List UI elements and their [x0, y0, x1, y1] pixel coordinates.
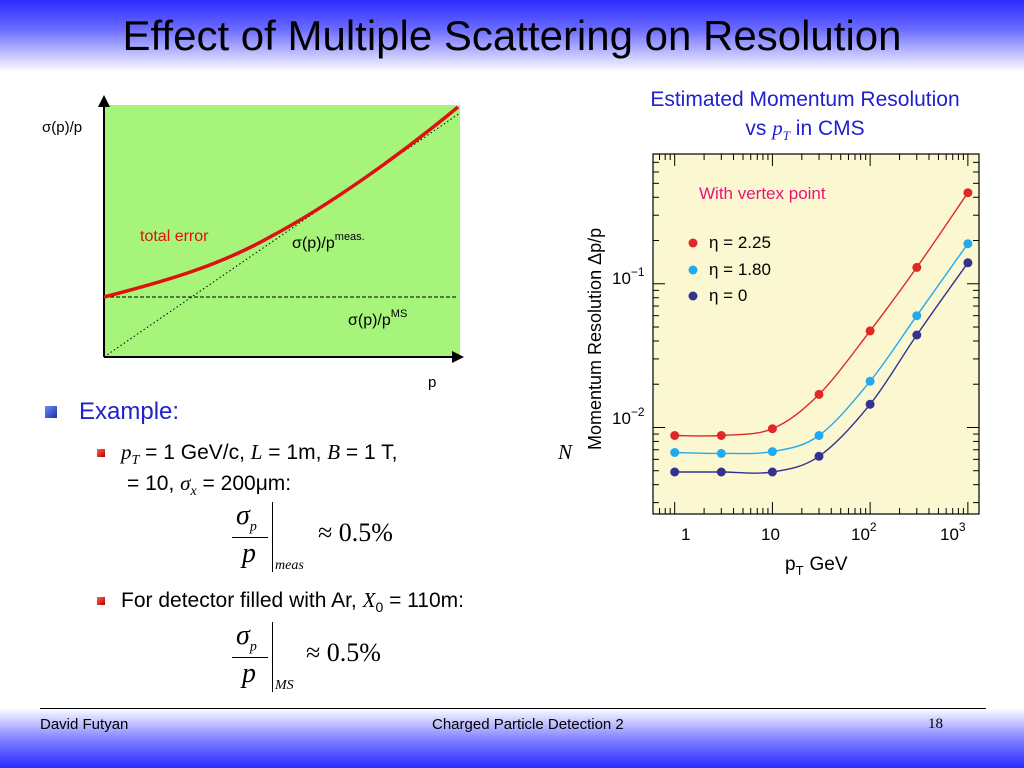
footer-page-number: 18 — [928, 716, 943, 732]
cms-plot-title: Estimated Momentum Resolution vs pT in C… — [600, 86, 1010, 150]
data-point-s2-5 — [912, 330, 922, 340]
cms-title-line1: Estimated Momentum Resolution — [650, 88, 960, 111]
meas-label-main: σ(p)/p — [292, 235, 335, 252]
data-point-s1-2 — [767, 447, 777, 457]
ms-label: σ(p)/pMS — [348, 308, 407, 329]
cms-legend: η = 2.25 η = 1.80 η = 0 — [688, 233, 771, 305]
cms-title-pt-sub: T — [782, 128, 790, 144]
y-tick-label-1e-2: 10−2 — [612, 405, 645, 428]
legend-label-eta-2.25: η = 2.25 — [709, 233, 771, 252]
data-point-s2-6 — [963, 258, 973, 268]
schematic-x-label: p — [428, 374, 436, 391]
data-point-s0-4 — [865, 326, 875, 336]
footer-divider — [40, 708, 986, 709]
footer-gradient — [0, 708, 1024, 768]
bullet-square-icon — [45, 406, 57, 418]
cms-title-in: in CMS — [795, 117, 865, 140]
data-point-s0-3 — [814, 389, 824, 399]
footer-course: Charged Particle Detection 2 — [432, 716, 624, 733]
schematic-x-arrow-icon — [452, 351, 464, 363]
result-ms: ≈ 0.5% — [306, 638, 381, 667]
ms-label-sup: MS — [391, 308, 408, 320]
cms-x-axis-label: pT GeV — [785, 554, 848, 578]
legend-label-eta-0: η = 0 — [709, 286, 747, 305]
cms-plot-area — [652, 153, 980, 515]
data-point-s2-0 — [670, 467, 680, 477]
sub-bullet-square-icon — [97, 449, 105, 458]
schematic-y-label: σ(p)/p — [42, 119, 82, 136]
data-point-s0-1 — [716, 431, 726, 440]
result-meas: ≈ 0.5% — [318, 518, 393, 547]
legend-marker-eta-2.25 — [688, 238, 698, 248]
bullet-item-2: For detector filled with Ar, X0 = 110m: — [97, 585, 464, 622]
slide-title: Effect of Multiple Scattering on Resolut… — [122, 12, 902, 59]
bullet-item-1: pT = 1 GeV/c, L = 1m, B = 1 T, — [97, 437, 397, 476]
legend-marker-eta-1.80 — [688, 265, 698, 275]
x-tick-label-10: 10 — [761, 525, 780, 544]
sub-bullet-square-icon — [97, 597, 105, 606]
header-gradient — [0, 0, 1024, 72]
pT-symbol: p — [121, 440, 132, 464]
data-point-s0-0 — [670, 431, 680, 440]
data-point-s2-4 — [865, 399, 875, 409]
cms-resolution-chart: With vertex point η = 2.25 η = 1.80 η = … — [585, 153, 980, 578]
data-point-s1-3 — [814, 431, 824, 440]
meas-label-sup: meas. — [335, 231, 365, 243]
equation-ms: σp p MS ≈ 0.5% — [232, 620, 432, 700]
legend-label-eta-1.80: η = 1.80 — [709, 260, 771, 279]
total-error-label: total error — [140, 228, 209, 245]
equation-meas: σp p meas ≈ 0.5% — [232, 500, 432, 580]
cms-annotation: With vertex point — [699, 184, 826, 203]
schematic-y-arrow-icon — [98, 95, 110, 107]
cms-title-vs: vs — [745, 117, 767, 140]
data-point-s2-2 — [767, 467, 777, 477]
bullet-example-text: Example: — [79, 398, 180, 425]
N-symbol: N — [558, 440, 573, 464]
data-point-s2-1 — [716, 467, 726, 477]
total-error-curve — [103, 105, 460, 299]
ms-label-main: σ(p)/p — [348, 312, 391, 329]
data-point-s1-5 — [912, 311, 922, 321]
resolution-schematic-plot: σ(p)/p p total error σ(p)/pmeas. σ(p)/pM… — [42, 95, 464, 391]
cms-y-axis-label: Momentum Resolution Δp/p — [585, 228, 605, 450]
footer-author: David Futyan — [40, 716, 129, 733]
x-tick-label-100: 102 — [851, 520, 877, 544]
meas-label: σ(p)/pmeas. — [292, 231, 365, 252]
data-point-s1-4 — [865, 376, 875, 386]
data-point-s0-2 — [767, 424, 777, 434]
data-point-s0-6 — [963, 188, 973, 198]
bullet-example: Example: — [45, 398, 179, 426]
x-tick-label-1000: 103 — [940, 520, 966, 544]
x-tick-label-1: 1 — [681, 525, 690, 544]
data-point-s1-0 — [670, 448, 680, 457]
y-tick-label-1e-1: 10−1 — [612, 265, 645, 288]
data-point-s0-5 — [912, 262, 922, 272]
cms-title-line2: vs pT in CMS — [600, 114, 1010, 150]
data-point-s1-1 — [716, 448, 726, 458]
data-point-s2-3 — [814, 451, 824, 461]
legend-marker-eta-0 — [688, 291, 698, 301]
cms-points — [670, 188, 973, 477]
bullet-item-1-line2: = 10, σx = 200μm: — [127, 471, 292, 500]
cms-title-pt: p — [772, 116, 783, 140]
data-point-s1-6 — [963, 239, 973, 249]
cms-ticks — [652, 153, 979, 514]
